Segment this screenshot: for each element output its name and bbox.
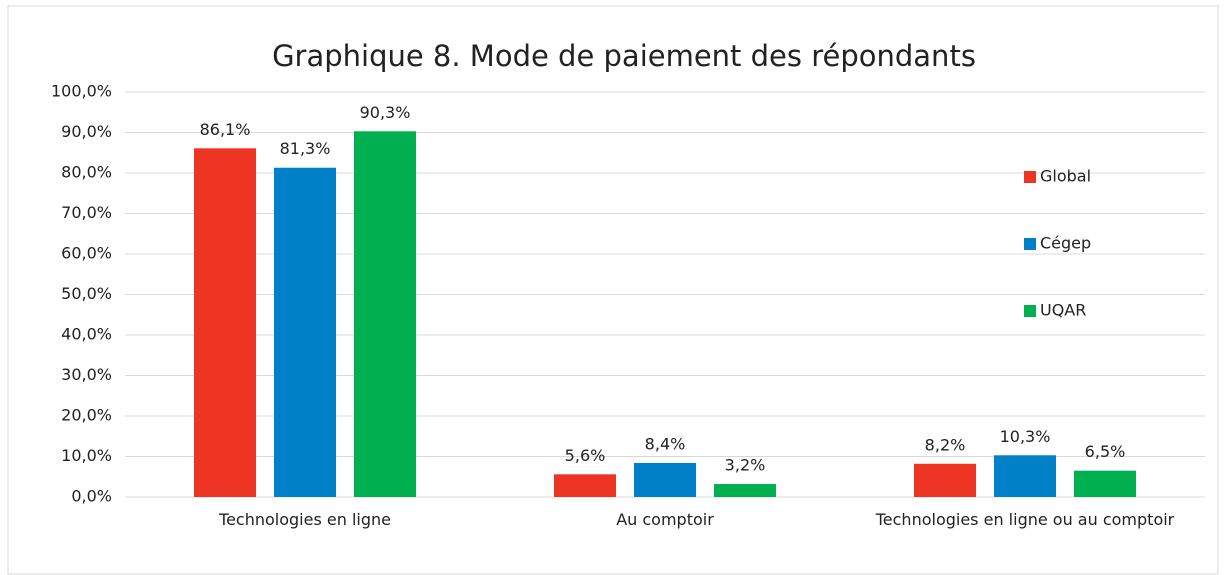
bar (914, 463, 976, 497)
data-label: 10,3% (1000, 427, 1051, 446)
y-tick-label: 0,0% (71, 487, 112, 506)
data-label: 90,3% (360, 103, 411, 122)
x-tick-label: Au comptoir (616, 510, 714, 529)
y-tick-label: 40,0% (61, 325, 112, 344)
chart-title: Graphique 8. Mode de paiement des répond… (272, 39, 976, 73)
bar (634, 462, 696, 497)
y-tick-label: 50,0% (61, 284, 112, 303)
y-tick-label: 70,0% (61, 203, 112, 222)
bar (554, 474, 616, 497)
bar (354, 131, 416, 497)
bar (274, 167, 336, 498)
legend-swatch (1024, 238, 1036, 250)
y-tick-label: 10,0% (61, 446, 112, 465)
data-label: 86,1% (200, 120, 251, 139)
bar (714, 484, 776, 497)
bar (1074, 470, 1136, 497)
y-tick-label: 30,0% (61, 365, 112, 384)
data-label: 3,2% (725, 456, 766, 475)
data-label: 81,3% (280, 139, 331, 158)
legend-label: Cégep (1040, 234, 1091, 253)
legend-label: Global (1040, 167, 1091, 186)
x-tick-label: Technologies en ligne ou au comptoir (875, 510, 1175, 529)
data-label: 8,4% (645, 434, 686, 453)
data-label: 8,2% (925, 435, 966, 454)
y-tick-label: 100,0% (51, 82, 112, 101)
x-tick-label: Technologies en ligne (219, 510, 391, 529)
legend-label: UQAR (1040, 301, 1086, 320)
y-tick-label: 90,0% (61, 122, 112, 141)
data-label: 5,6% (565, 446, 606, 465)
bar (194, 148, 256, 498)
data-label: 6,5% (1085, 442, 1126, 461)
y-tick-label: 80,0% (61, 163, 112, 182)
y-tick-label: 60,0% (61, 244, 112, 263)
legend-swatch (1024, 305, 1036, 317)
chart-border (7, 5, 1219, 575)
bar (994, 455, 1056, 497)
legend-swatch (1024, 171, 1036, 183)
y-tick-label: 20,0% (61, 406, 112, 425)
